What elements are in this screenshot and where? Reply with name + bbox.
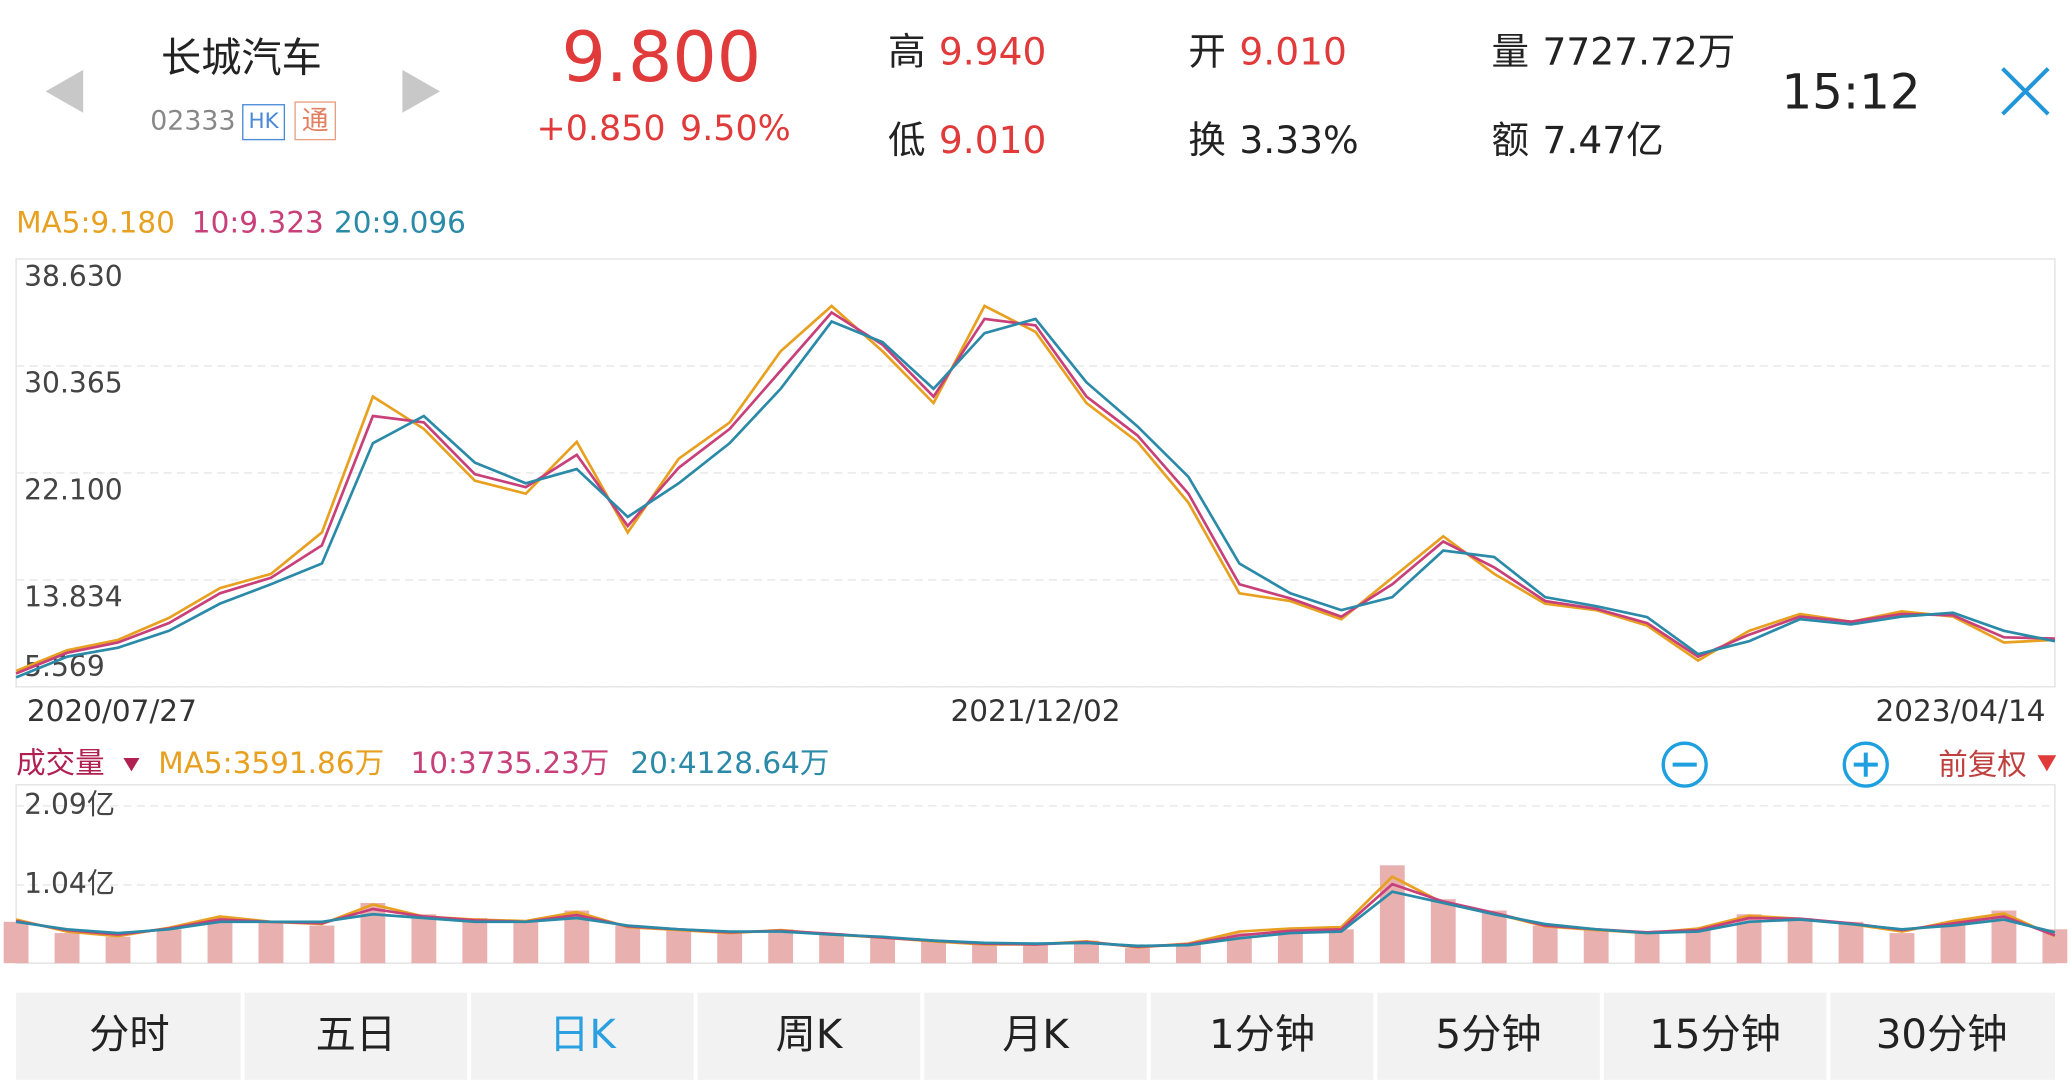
volume-bar xyxy=(615,925,641,964)
badge-box xyxy=(294,101,337,141)
tab[interactable]: 月K xyxy=(1002,1012,1070,1058)
tab[interactable]: 1分钟 xyxy=(1209,1012,1315,1058)
volume-bar xyxy=(105,936,131,964)
stat-label: 高 xyxy=(888,29,926,73)
stat-value: 3.33% xyxy=(1239,118,1358,162)
badge-box xyxy=(242,104,286,141)
volume-bar xyxy=(1074,940,1099,964)
time: 15:12 xyxy=(1781,64,1920,120)
volume-title: 成交量 xyxy=(16,746,105,780)
tab[interactable]: 五日 xyxy=(316,1012,396,1058)
volume-bar xyxy=(1481,910,1507,964)
price: 9.800 xyxy=(561,17,761,98)
dropdown-icon[interactable] xyxy=(2037,755,2057,772)
tab[interactable]: 分时 xyxy=(89,1012,169,1058)
volume-bar xyxy=(1787,918,1813,964)
tab-bar xyxy=(16,992,2055,1080)
stat-label: 额 xyxy=(1492,118,1530,162)
volume-bar xyxy=(207,918,233,964)
y-tick-label: 1.04亿 xyxy=(24,867,115,900)
stat-value: 7.47亿 xyxy=(1543,118,1664,162)
volume-bar xyxy=(156,929,182,964)
stat-value: 9.010 xyxy=(1239,29,1347,73)
volume-bar xyxy=(1634,933,1660,964)
tab[interactable]: 周K xyxy=(776,1012,844,1058)
legend-entry: 10:9.323 xyxy=(192,206,324,240)
legend-entry: 10:3735.23万 xyxy=(410,746,609,780)
tab[interactable]: 日K xyxy=(549,1012,617,1058)
x-tick-label: 2023/04/14 xyxy=(1875,694,2045,728)
x-tick-label: 2020/07/27 xyxy=(27,694,197,728)
legend-entry: 20:4128.64万 xyxy=(630,746,829,780)
tab[interactable]: 15分钟 xyxy=(1649,1012,1781,1058)
volume-bar xyxy=(258,921,284,964)
tab[interactable]: 30分钟 xyxy=(1876,1012,2008,1058)
volume-bar xyxy=(1328,929,1354,964)
adjust-mode[interactable]: 前复权 xyxy=(1938,748,2027,782)
ma-line xyxy=(15,890,2056,948)
stat-value: 7727.72万 xyxy=(1543,29,1736,73)
ma-line xyxy=(15,304,2055,673)
volume-bar xyxy=(1940,921,1966,964)
volume-bar xyxy=(921,940,946,964)
badge: 通 xyxy=(302,106,329,137)
volume-bar xyxy=(411,914,437,964)
volume-bar xyxy=(1685,929,1711,964)
ma-line xyxy=(15,317,2056,679)
volume-bar xyxy=(768,929,794,964)
stock-code: 02333 xyxy=(150,106,235,137)
volume-bar xyxy=(972,944,997,964)
x-tick-label: 2021/12/02 xyxy=(950,694,1120,728)
legend-entry: MA5:9.180 xyxy=(16,206,175,240)
legend-entry: MA5:3591.86万 xyxy=(158,746,384,780)
change-pct: 9.50% xyxy=(680,109,791,149)
y-tick-label: 2.09亿 xyxy=(24,788,115,821)
badge: HK xyxy=(248,109,279,134)
zoom-out[interactable] xyxy=(1661,741,1708,788)
volume-bar xyxy=(819,933,845,964)
close-button[interactable] xyxy=(2001,67,2050,116)
y-tick-label: 38.630 xyxy=(24,260,123,293)
volume-bar xyxy=(666,929,692,964)
volume-bar xyxy=(1023,944,1048,964)
y-tick-label: 13.834 xyxy=(24,581,123,614)
legend-entry: 20:9.096 xyxy=(334,206,466,240)
zoom-in[interactable] xyxy=(1842,741,1889,788)
volume-bar xyxy=(3,921,29,964)
dropdown-icon[interactable] xyxy=(123,757,140,772)
volume-bar xyxy=(1889,933,1915,964)
y-tick-label: 5.569 xyxy=(24,650,105,683)
stat-label: 开 xyxy=(1188,29,1226,73)
volume-bar xyxy=(1430,899,1456,964)
volume-bar xyxy=(513,921,539,964)
tab[interactable]: 5分钟 xyxy=(1436,1012,1542,1058)
volume-bar xyxy=(462,918,488,964)
volume-bar xyxy=(1175,944,1201,964)
y-tick-label: 22.100 xyxy=(24,474,123,507)
volume-bar xyxy=(717,933,743,964)
prev-arrow[interactable] xyxy=(45,69,84,113)
volume-bar xyxy=(870,936,896,964)
volume-bar xyxy=(54,933,80,964)
stock-name: 长城汽车 xyxy=(161,35,322,81)
volume-bar xyxy=(309,925,335,964)
volume-bar xyxy=(1532,925,1558,964)
stat-value: 9.940 xyxy=(939,29,1046,73)
stat-label: 换 xyxy=(1188,118,1226,162)
stat-label: 低 xyxy=(888,118,926,162)
volume-bar xyxy=(1583,929,1609,964)
volume-bar xyxy=(1125,948,1150,964)
stat-value: 9.010 xyxy=(939,118,1046,162)
stat-label: 量 xyxy=(1492,29,1530,73)
next-arrow[interactable] xyxy=(402,69,440,113)
volume-bar xyxy=(1838,921,1864,964)
change: +0.850 xyxy=(537,109,666,149)
y-tick-label: 30.365 xyxy=(24,367,123,400)
